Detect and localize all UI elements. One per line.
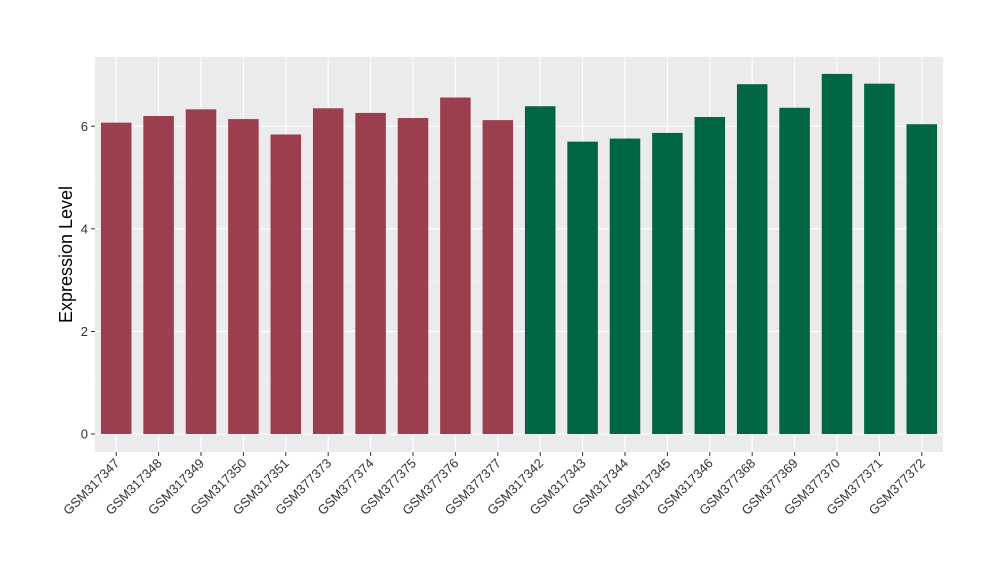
bar-GSM377373 bbox=[312, 108, 344, 435]
bar-GSM317346 bbox=[694, 117, 726, 435]
bar-GSM377370 bbox=[821, 73, 853, 435]
bar-GSM317344 bbox=[609, 138, 641, 435]
y-tick-label: 0 bbox=[81, 427, 88, 442]
bar-GSM377372 bbox=[906, 124, 938, 435]
bar-GSM377371 bbox=[864, 83, 895, 435]
y-tick-label: 2 bbox=[81, 324, 88, 339]
bar-GSM317347 bbox=[100, 122, 132, 435]
bar-GSM317350 bbox=[228, 119, 259, 435]
y-tick-label: 6 bbox=[81, 119, 88, 134]
bar-GSM317349 bbox=[185, 109, 217, 435]
bar-GSM377375 bbox=[397, 118, 429, 435]
bar-GSM317345 bbox=[652, 132, 683, 435]
y-tick-label: 4 bbox=[81, 221, 88, 236]
bar-GSM317351 bbox=[270, 134, 302, 435]
bars bbox=[100, 73, 938, 435]
bar-GSM317342 bbox=[524, 106, 556, 435]
bar-GSM317343 bbox=[567, 141, 598, 435]
bar-GSM377369 bbox=[779, 107, 810, 435]
y-axis-title: Expression Level bbox=[56, 186, 76, 323]
x-axis: GSM317347GSM317348GSM317349GSM317350GSM3… bbox=[60, 452, 928, 518]
bar-GSM377368 bbox=[736, 84, 768, 435]
plot-panel bbox=[95, 57, 943, 452]
bar-GSM377376 bbox=[440, 97, 471, 435]
bar-GSM377374 bbox=[355, 112, 386, 435]
bar-GSM317348 bbox=[143, 115, 174, 435]
bar-GSM377377 bbox=[482, 120, 514, 435]
y-axis: 0 2 4 6 bbox=[81, 119, 95, 442]
